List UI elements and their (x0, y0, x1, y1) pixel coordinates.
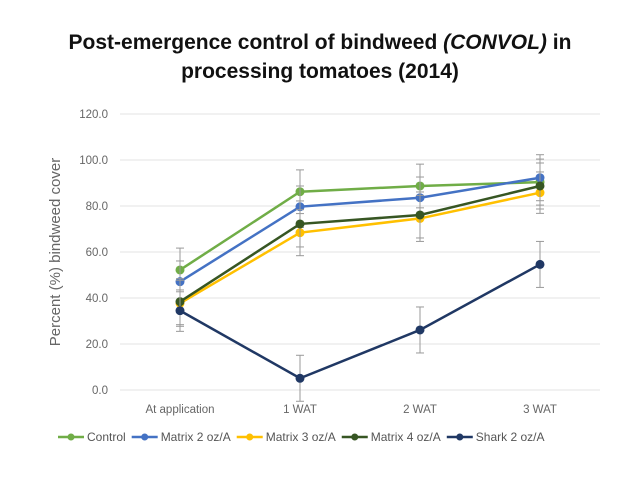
series-line (179, 180, 541, 271)
legend-label: Matrix 3 oz/A (266, 430, 336, 444)
legend-label: Shark 2 oz/A (476, 430, 545, 444)
x-tick-label: 2 WAT (403, 404, 437, 416)
legend-item: Control (58, 430, 126, 444)
y-tick-label: 20.0 (86, 339, 108, 351)
title-part: processing tomatoes (2014) (181, 60, 459, 83)
y-tick-label: 120.0 (79, 109, 108, 121)
series-line (179, 176, 541, 283)
series-line (179, 191, 541, 305)
y-tick-label: 80.0 (86, 201, 108, 213)
legend-label: Control (87, 430, 126, 444)
y-tick-label: 100.0 (79, 155, 108, 167)
legend-item: Matrix 3 oz/A (236, 430, 336, 444)
legend-marker (141, 433, 149, 441)
series-line (179, 184, 541, 303)
data-point (415, 325, 425, 335)
data-point (295, 373, 305, 383)
legend-item: Matrix 4 oz/A (341, 430, 441, 444)
title-part: in (546, 31, 572, 54)
series-shark-2-oz-a (175, 240, 545, 402)
legend-marker (456, 433, 464, 441)
data-point (295, 219, 305, 229)
title-italic: (CONVOL) (443, 31, 547, 54)
y-axis-label: Percent (%) bindweed cover (47, 158, 64, 346)
data-point (415, 210, 425, 220)
data-point (175, 306, 185, 316)
series-matrix-4-oz-a (175, 162, 545, 326)
title-part: Post-emergence control of bindweed (68, 31, 444, 54)
legend-marker (246, 433, 254, 441)
chart-title: Post-emergence control of bindweed (CONV… (0, 28, 640, 86)
legend-label: Matrix 2 oz/A (161, 430, 231, 444)
data-point (535, 259, 545, 269)
y-tick-label: 40.0 (86, 293, 108, 305)
x-tick-label: At application (145, 404, 214, 416)
legend-marker (67, 433, 75, 441)
y-tick-label: 0.0 (92, 385, 108, 397)
legend-marker (351, 433, 359, 441)
legend-item: Matrix 2 oz/A (131, 430, 231, 444)
legend-item: Shark 2 oz/A (446, 430, 545, 444)
data-point (535, 181, 545, 191)
y-tick-label: 60.0 (86, 247, 108, 259)
series-line (179, 263, 541, 380)
x-tick-label: 3 WAT (523, 404, 557, 416)
legend-label: Matrix 4 oz/A (371, 430, 441, 444)
x-tick-label: 1 WAT (283, 404, 317, 416)
series-matrix-2-oz-a (175, 154, 545, 303)
